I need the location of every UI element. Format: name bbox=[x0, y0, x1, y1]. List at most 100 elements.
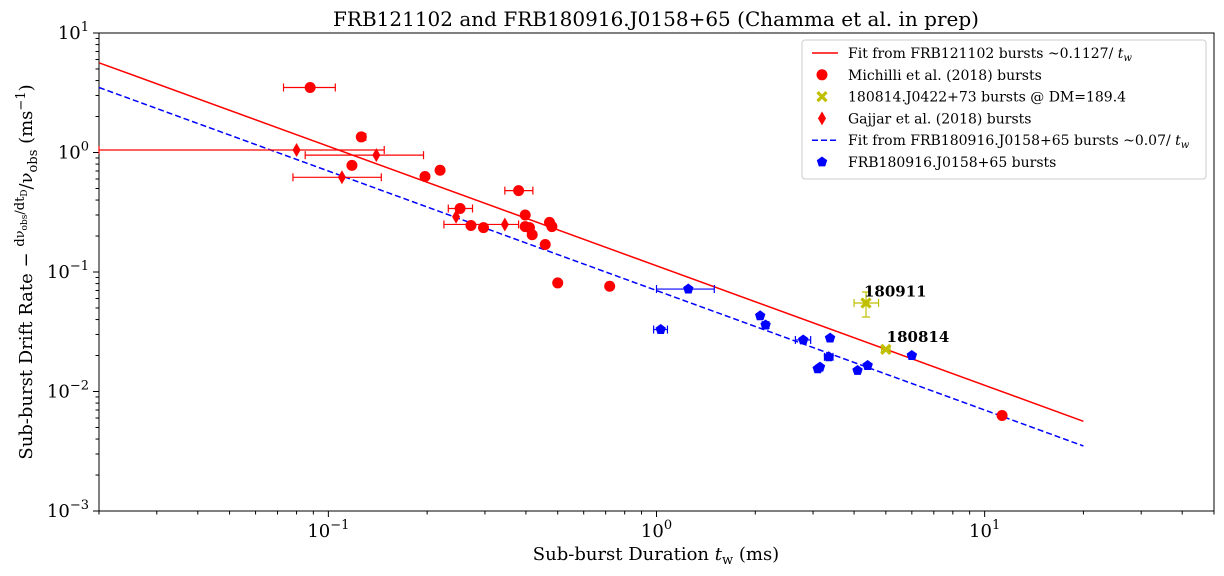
circle-marker bbox=[304, 81, 316, 93]
circle-marker bbox=[434, 164, 446, 176]
data-point bbox=[862, 360, 873, 370]
data-point bbox=[304, 148, 425, 163]
data-point bbox=[906, 350, 918, 360]
fit-lines bbox=[98, 62, 1084, 447]
x-marker bbox=[816, 90, 828, 103]
diamond-marker bbox=[452, 209, 461, 224]
fit-line bbox=[98, 62, 1084, 422]
data-point bbox=[98, 142, 385, 157]
circle-marker bbox=[346, 159, 358, 171]
data-point bbox=[504, 185, 534, 197]
x-marker bbox=[880, 343, 892, 356]
legend-entry: Fit from FRB180916.J0158+65 bursts ~0.07… bbox=[812, 133, 1190, 151]
legend-label: FRB180916.J0158+65 bursts bbox=[848, 155, 1056, 171]
legend-label: 180814.J0422+73 bursts @ DM=189.4 bbox=[848, 90, 1126, 106]
pentagon-marker bbox=[852, 365, 863, 375]
data-point bbox=[346, 159, 358, 171]
data-point bbox=[443, 217, 520, 232]
legend-entry: Gajjar et al. (2018) bursts bbox=[818, 111, 1031, 127]
x-tick-label: 100 bbox=[641, 518, 672, 542]
circle-marker bbox=[604, 280, 616, 292]
data-point bbox=[519, 209, 531, 221]
y-tick-label: 10−2 bbox=[47, 379, 89, 403]
circle-marker bbox=[477, 222, 489, 234]
y-tick-label: 10−1 bbox=[47, 259, 89, 283]
pentagon-marker bbox=[655, 324, 666, 334]
data-point bbox=[465, 219, 477, 231]
pentagon-marker bbox=[906, 350, 918, 360]
legend-label: Fit from FRB121102 bursts ~0.1127/ tw bbox=[848, 46, 1132, 64]
circle-marker bbox=[552, 277, 564, 289]
circle-marker bbox=[526, 229, 538, 241]
data-point bbox=[760, 319, 771, 330]
circle-marker bbox=[419, 170, 431, 182]
data-point bbox=[282, 81, 336, 93]
data-point bbox=[447, 202, 474, 214]
diamond-marker bbox=[292, 142, 301, 157]
legend-label: Gajjar et al. (2018) bursts bbox=[848, 111, 1031, 127]
diamond-marker bbox=[818, 111, 826, 126]
data-point bbox=[477, 222, 489, 234]
legend-box bbox=[801, 39, 1207, 180]
data-point bbox=[552, 277, 564, 289]
diamond-marker bbox=[372, 148, 381, 163]
pentagon-marker bbox=[814, 361, 826, 372]
legend: Fit from FRB121102 bursts ~0.1127/ tw Mic… bbox=[801, 39, 1207, 180]
legend-entry: Michilli et al. (2018) bursts bbox=[816, 68, 1042, 84]
circle-marker bbox=[816, 69, 828, 81]
circle-marker bbox=[539, 238, 551, 250]
diamond-marker bbox=[337, 170, 346, 185]
data-point bbox=[526, 229, 538, 241]
y-axis-label: Sub-burst Drift Rate − dνobs/dtD/νobs (m… bbox=[13, 84, 41, 459]
pentagon-marker bbox=[816, 156, 828, 167]
legend-entry: FRB180916.J0158+65 bursts bbox=[816, 155, 1056, 171]
data-point bbox=[539, 238, 551, 250]
data-point bbox=[434, 164, 446, 176]
x-stroke bbox=[880, 343, 892, 356]
x-tick-label: 10−1 bbox=[307, 518, 349, 542]
chart-title: FRB121102 and FRB180916.J0158+65 (Chamma… bbox=[333, 7, 979, 31]
y-tick-label: 101 bbox=[58, 20, 89, 44]
data-point bbox=[880, 343, 892, 356]
data-point bbox=[852, 365, 863, 375]
data-point bbox=[604, 280, 616, 292]
circle-marker bbox=[519, 209, 531, 221]
annotations: 180911 180814 bbox=[864, 282, 949, 346]
pentagon-marker bbox=[823, 351, 834, 362]
svg-text:Sub-burst Drift Rate − dνobs/: Sub-burst Drift Rate − dνobs/dtD/νobs (m… bbox=[13, 84, 41, 459]
data-point bbox=[996, 409, 1008, 421]
data-point bbox=[655, 283, 715, 294]
y-tick-label: 10−3 bbox=[47, 498, 89, 522]
circle-marker bbox=[546, 221, 558, 233]
pentagon-marker bbox=[755, 310, 766, 321]
data-point bbox=[853, 291, 880, 318]
circle-marker bbox=[355, 131, 367, 143]
legend-label: Fit from FRB180916.J0158+65 bursts ~0.07… bbox=[848, 133, 1190, 151]
x-stroke bbox=[860, 297, 872, 309]
axes: 10−1 100 101 10−3 10−2 10−1 100 101 bbox=[47, 20, 1215, 542]
circle-marker bbox=[465, 219, 477, 231]
data-point bbox=[823, 351, 834, 362]
x-axis-label: Sub-burst Duration tw (ms) bbox=[533, 544, 779, 568]
annotation-label: 180814 bbox=[887, 328, 950, 346]
data-point bbox=[755, 310, 766, 321]
data-point bbox=[546, 221, 558, 233]
legend-label: Michilli et al. (2018) bursts bbox=[848, 68, 1042, 84]
pentagon-marker bbox=[760, 319, 771, 330]
data-point bbox=[794, 334, 812, 345]
x-tick-label: 101 bbox=[969, 518, 1000, 542]
data-point bbox=[355, 131, 367, 143]
circle-marker bbox=[996, 409, 1008, 421]
legend-entry: 180814.J0422+73 bursts @ DM=189.4 bbox=[816, 90, 1126, 106]
data-point bbox=[824, 332, 836, 343]
pentagon-marker bbox=[824, 332, 836, 343]
circle-marker bbox=[454, 202, 466, 214]
y-tick-label: 100 bbox=[58, 140, 89, 164]
fit-line bbox=[98, 86, 1084, 447]
data-point bbox=[814, 361, 826, 372]
diamond-marker bbox=[500, 217, 509, 232]
annotation-label: 180911 bbox=[864, 282, 927, 300]
x-stroke bbox=[816, 90, 828, 103]
data-point bbox=[419, 170, 431, 182]
